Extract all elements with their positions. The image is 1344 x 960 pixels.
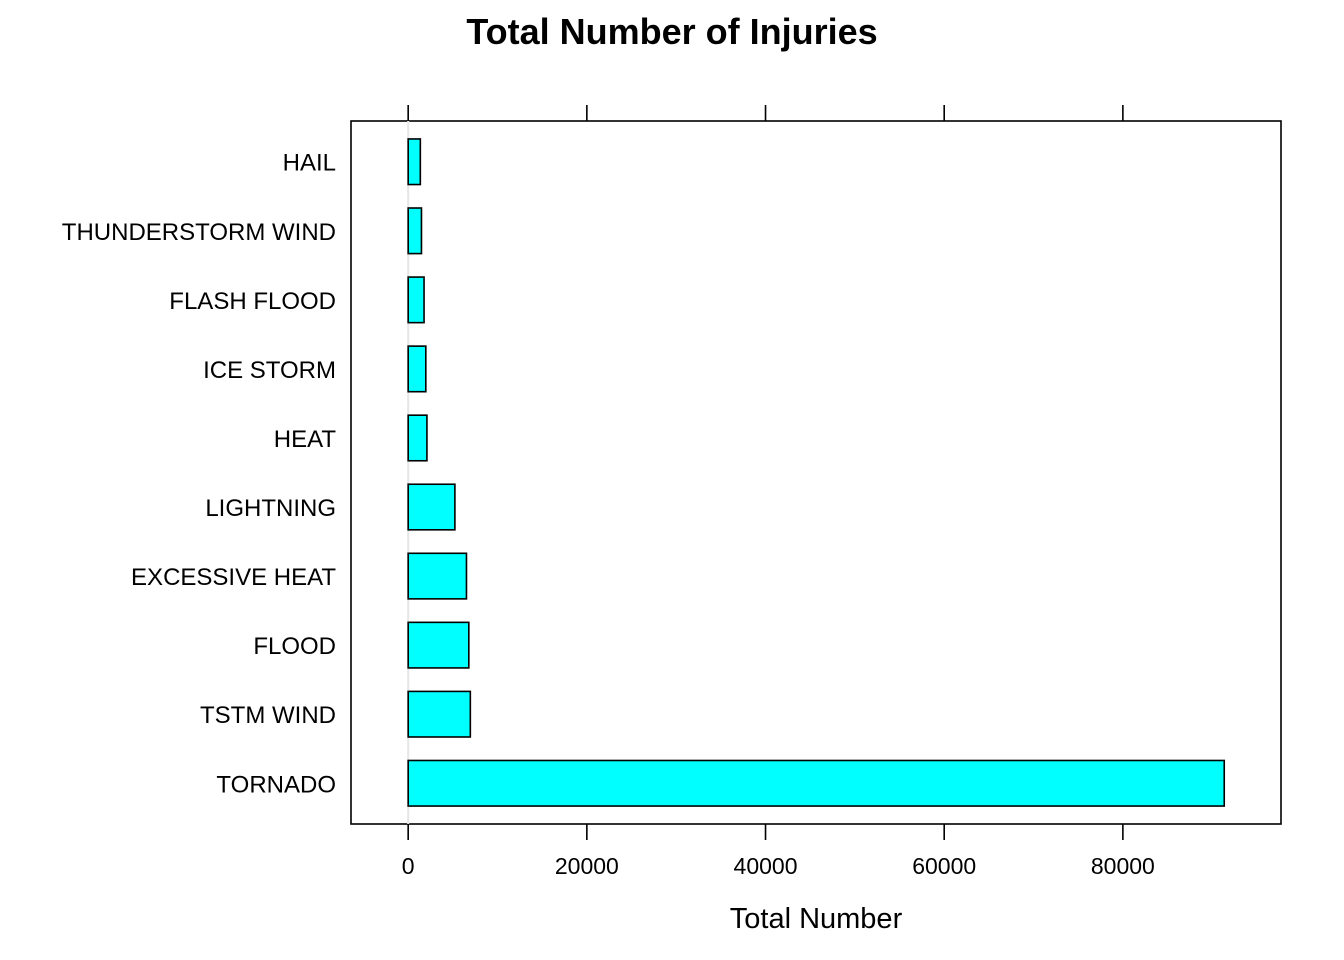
bar-tstm-wind xyxy=(407,690,472,738)
category-label: FLOOD xyxy=(253,633,336,660)
bar-lightning xyxy=(407,483,456,531)
bar-excessive-heat xyxy=(407,552,468,600)
plot-frame xyxy=(350,120,1282,825)
category-label: TSTM WIND xyxy=(200,702,336,729)
bars-layer xyxy=(407,121,1226,824)
category-labels: TORNADO TSTM WIND FLOOD EXCESSIVE HEAT LIGHT… xyxy=(62,150,337,799)
category-label: FLASH FLOOD xyxy=(169,288,336,315)
bar-thunderstorm-wind xyxy=(407,207,423,255)
chart-title: Total Number of Injuries xyxy=(466,11,877,52)
bar-heat xyxy=(407,414,428,462)
category-label: THUNDERSTORM WIND xyxy=(62,219,336,246)
x-tick-label: 20000 xyxy=(555,853,619,879)
category-label: HAIL xyxy=(283,150,336,177)
category-label: LIGHTNING xyxy=(205,495,336,522)
bar-flash-flood xyxy=(407,276,425,324)
x-tick-label: 60000 xyxy=(912,853,976,879)
bar-ice-storm xyxy=(407,345,427,393)
category-label: TORNADO xyxy=(216,771,336,798)
x-tick-label: 0 xyxy=(402,853,415,879)
x-tick-label: 80000 xyxy=(1091,853,1155,879)
category-label: HEAT xyxy=(274,426,337,453)
x-tick-label: 40000 xyxy=(734,853,798,879)
bar-flood xyxy=(407,621,470,669)
bar-hail xyxy=(407,138,422,186)
ticks-layer: 0 20000 40000 60000 80000 xyxy=(402,105,1155,879)
category-label: ICE STORM xyxy=(203,357,336,384)
bar-tornado xyxy=(407,759,1226,807)
category-label: EXCESSIVE HEAT xyxy=(131,564,336,591)
x-axis-label: Total Number xyxy=(730,903,903,935)
